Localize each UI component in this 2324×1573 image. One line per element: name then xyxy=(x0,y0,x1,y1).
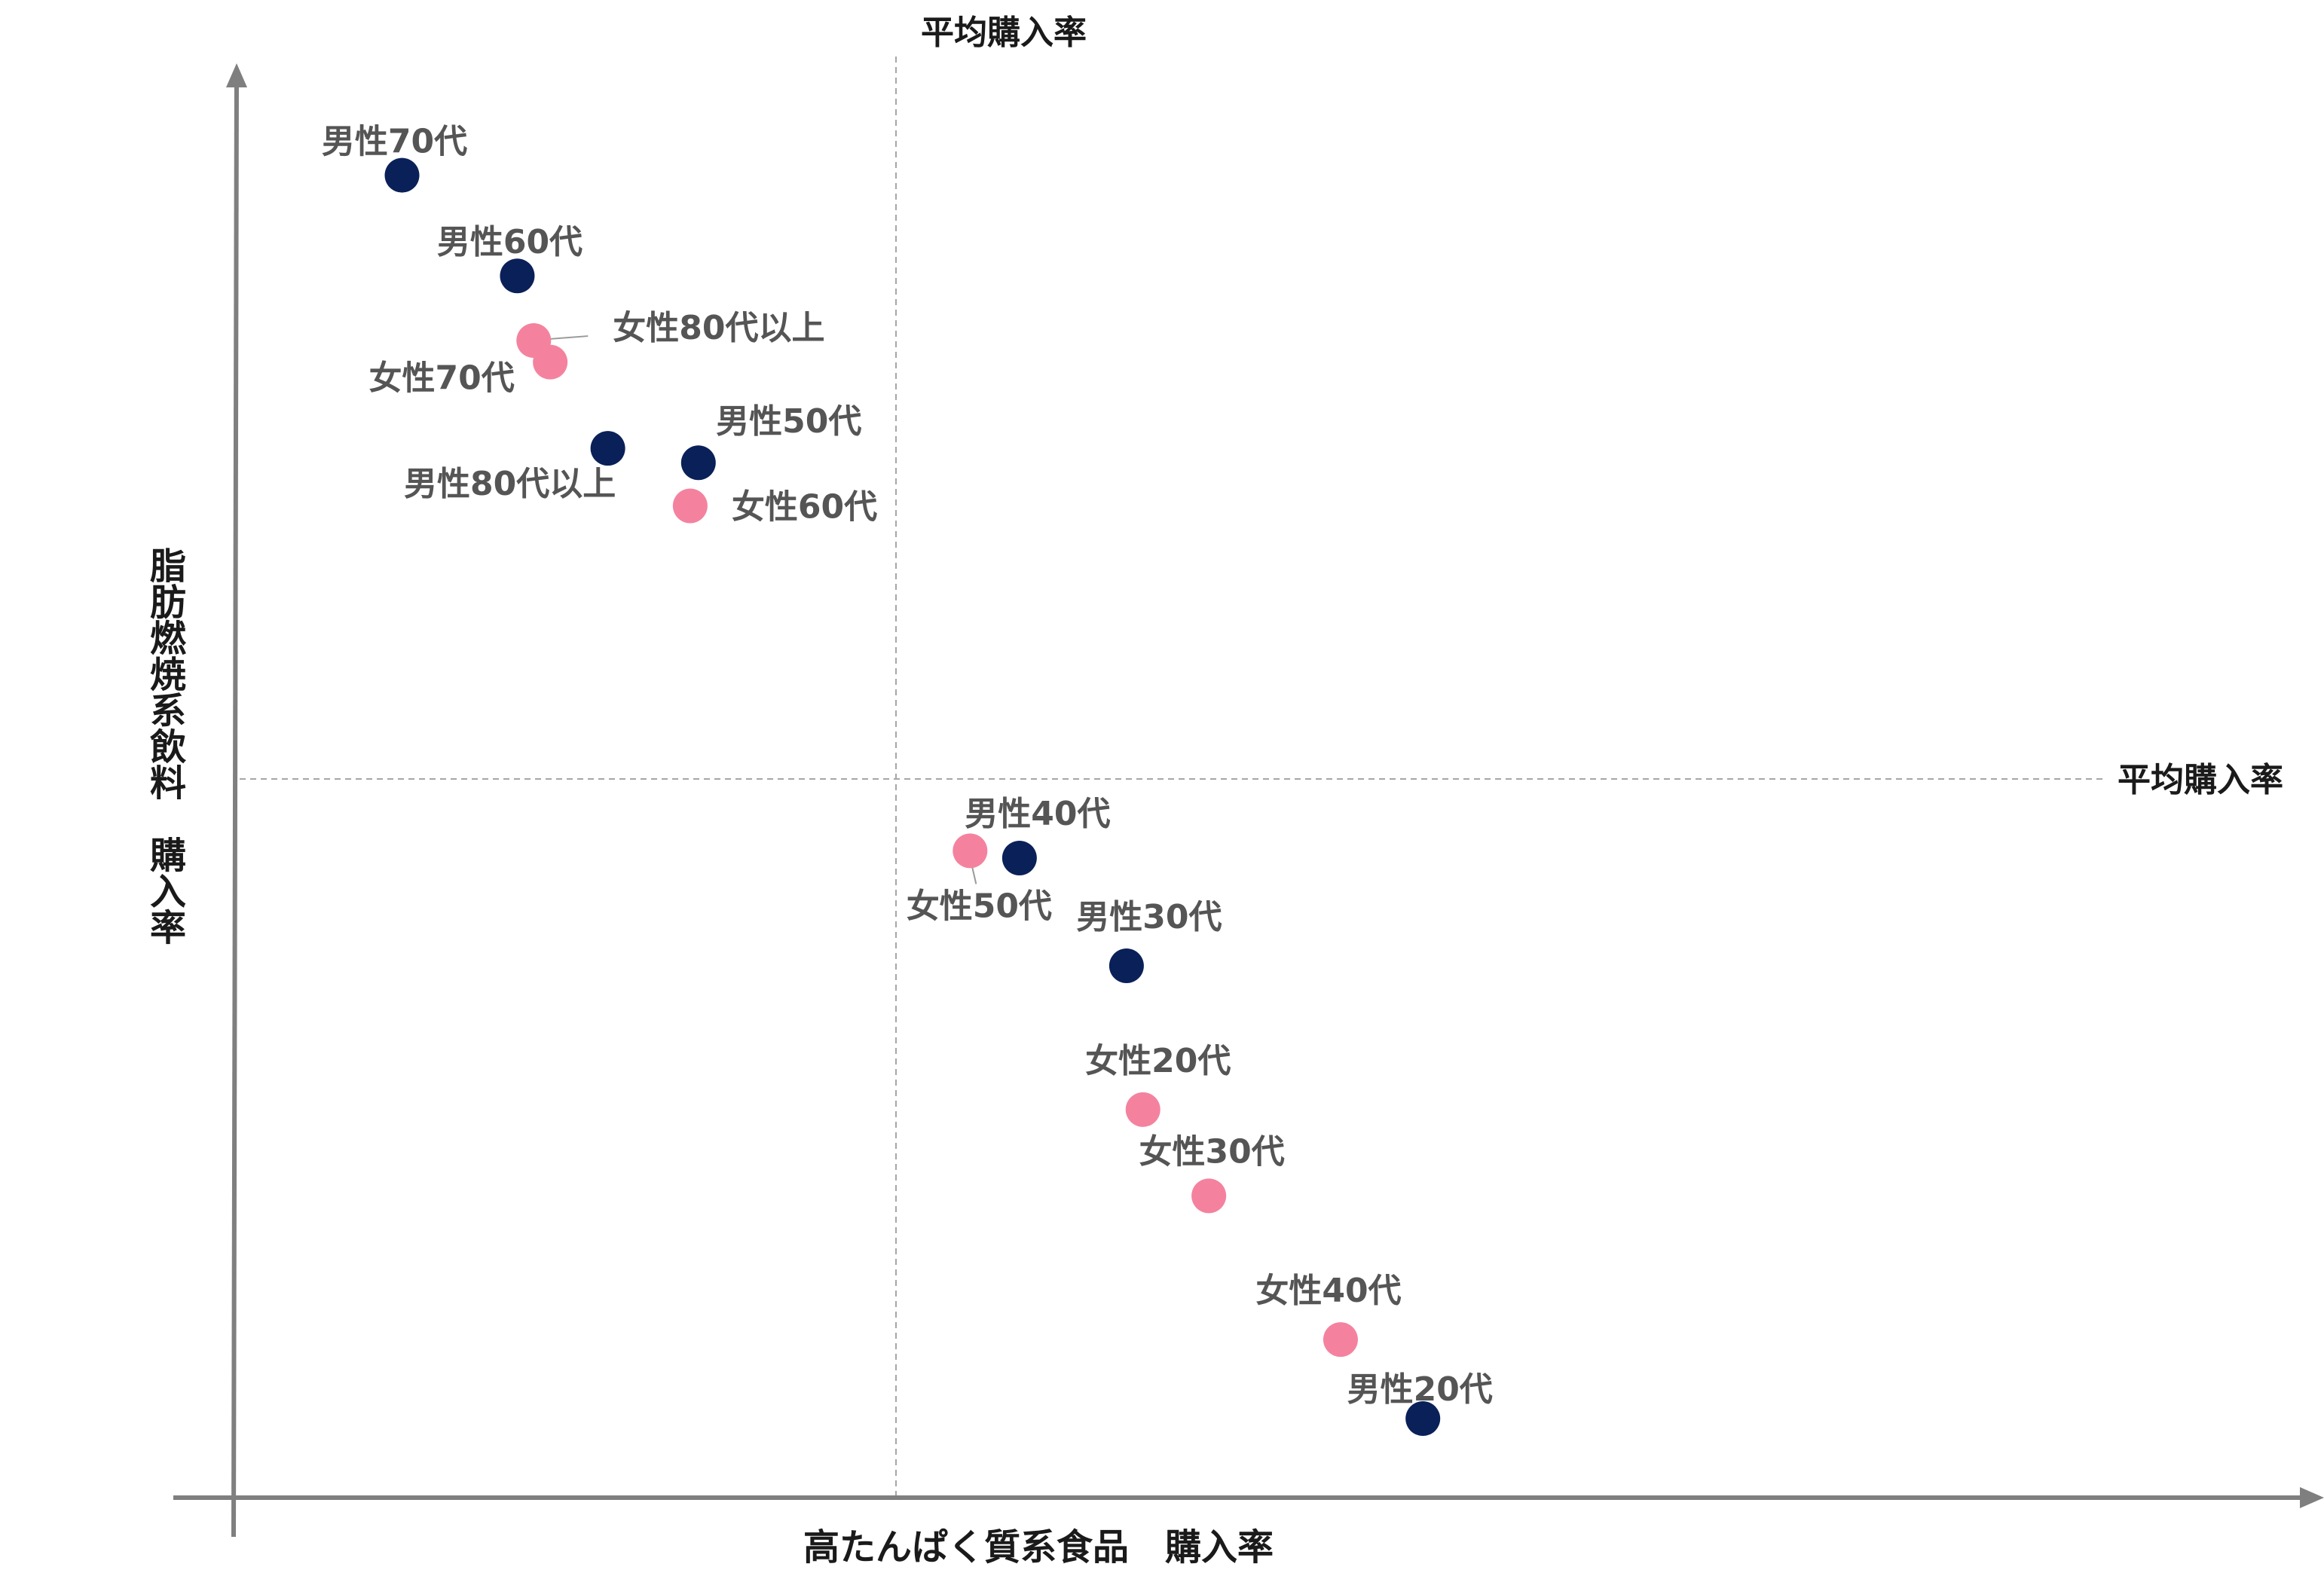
data-point-female xyxy=(1125,1092,1160,1127)
point-label: 女性80代以上 xyxy=(613,309,824,347)
y-axis xyxy=(231,69,239,1538)
x-axis-arrow xyxy=(2300,1487,2324,1508)
point-label: 女性70代 xyxy=(369,359,515,398)
point-label: 男性50代 xyxy=(716,402,861,441)
data-point-female xyxy=(1191,1178,1227,1214)
point-label: 男性80代以上 xyxy=(404,465,616,503)
average-y-label: 平均購入率 xyxy=(2118,761,2283,799)
data-point-female xyxy=(533,344,568,380)
average-x-label: 平均購入率 xyxy=(921,14,1087,52)
label-leader-line xyxy=(549,335,589,341)
x-axis-title: 高たんぱく質系食品 購入率 xyxy=(803,1526,1274,1568)
data-point-female xyxy=(1323,1322,1358,1358)
point-label: 女性40代 xyxy=(1255,1272,1401,1310)
data-point-male xyxy=(590,431,625,466)
point-label: 男性60代 xyxy=(437,223,583,261)
data-point-male xyxy=(500,258,535,294)
point-label: 女性60代 xyxy=(732,487,877,526)
data-point-male xyxy=(1405,1401,1441,1437)
data-point-male xyxy=(680,445,716,481)
data-point-male xyxy=(1108,948,1144,984)
data-points xyxy=(384,157,1441,1437)
data-point-male xyxy=(384,157,420,193)
point-label: 男性20代 xyxy=(1347,1370,1493,1409)
point-label: 男性30代 xyxy=(1076,898,1222,936)
point-label: 女性50代 xyxy=(907,887,1052,925)
point-label: 女性20代 xyxy=(1085,1042,1231,1080)
data-point-female xyxy=(672,488,708,524)
point-label: 女性30代 xyxy=(1139,1132,1285,1171)
point-label: 男性70代 xyxy=(322,123,467,161)
point-label: 男性40代 xyxy=(965,795,1110,833)
data-point-female xyxy=(953,833,988,869)
y-axis-title: 脂肪燃焼系飲料 購入率 xyxy=(143,547,186,945)
y-axis-arrow xyxy=(226,63,247,87)
data-point-male xyxy=(1001,840,1037,875)
